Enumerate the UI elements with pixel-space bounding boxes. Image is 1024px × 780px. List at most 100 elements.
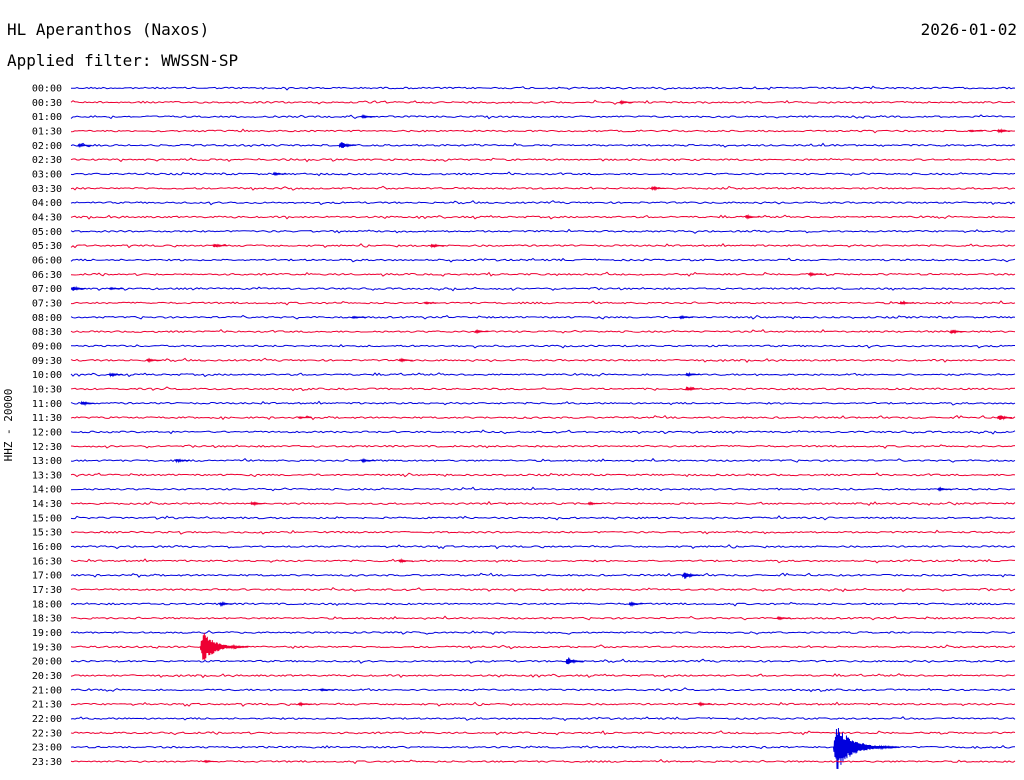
seismic-event	[199, 633, 249, 660]
time-tick-label: 00:30	[32, 98, 62, 109]
time-tick-label: 05:00	[32, 227, 62, 238]
time-tick-label: 20:30	[32, 671, 62, 682]
seismic-event	[351, 315, 366, 320]
station-title: HL Aperanthos (Naxos)	[7, 20, 210, 39]
trace-line	[70, 185, 1016, 191]
seismic-event	[423, 300, 438, 305]
time-tick-label: 15:30	[32, 528, 62, 539]
time-tick-label: 22:00	[32, 714, 62, 725]
seismic-event	[212, 243, 228, 248]
time-tick-label: 12:30	[32, 442, 62, 453]
time-tick-label: 18:30	[32, 614, 62, 625]
trace-line	[70, 114, 1016, 120]
seismic-event	[949, 329, 965, 335]
seismic-event	[628, 601, 643, 607]
seismic-event	[899, 300, 914, 306]
time-tick-label: 04:30	[32, 212, 62, 223]
trace-line	[70, 500, 1016, 507]
time-tick-label: 06:30	[32, 270, 62, 281]
trace-line	[70, 171, 1016, 177]
time-tick-label: 12:00	[32, 427, 62, 438]
time-tick-label: 21:00	[32, 685, 62, 696]
trace-line	[70, 214, 1016, 220]
time-tick-label: 09:00	[32, 341, 62, 352]
time-tick-label: 10:00	[32, 370, 62, 381]
time-tick-label: 14:30	[32, 499, 62, 510]
time-tick-label: 21:30	[32, 700, 62, 711]
trace-line	[70, 687, 1016, 693]
trace-line	[70, 630, 1016, 635]
trace-line	[70, 716, 1016, 722]
time-tick-label: 07:30	[32, 298, 62, 309]
time-tick-label: 06:00	[32, 255, 62, 266]
trace-line	[70, 386, 1016, 392]
time-tick-label: 23:00	[32, 743, 62, 754]
seismic-event	[146, 357, 161, 364]
seismic-event	[832, 728, 900, 770]
seismic-event	[681, 572, 700, 579]
trace-line	[70, 328, 1016, 334]
time-tick-label: 23:30	[32, 757, 62, 768]
trace-line	[70, 357, 1016, 364]
trace-line	[70, 601, 1016, 607]
seismic-event	[996, 128, 1012, 134]
trace-line	[70, 429, 1016, 435]
seismic-event	[70, 285, 86, 291]
time-tick-label: 02:30	[32, 155, 62, 166]
trace-line	[70, 673, 1016, 679]
trace-line	[70, 271, 1016, 277]
trace-line	[70, 730, 1016, 736]
seismic-event	[398, 357, 413, 363]
seismic-event	[297, 416, 312, 420]
time-tick-label: 11:00	[32, 399, 62, 410]
time-tick-label: 01:00	[32, 112, 62, 123]
trace-line	[70, 486, 1016, 492]
time-tick-label: 09:30	[32, 356, 62, 367]
trace-line	[70, 444, 1016, 449]
seismic-event	[996, 415, 1013, 421]
trace-line	[70, 128, 1016, 134]
seismic-event	[297, 701, 312, 707]
seismic-event	[360, 457, 375, 464]
time-tick-label: 19:00	[32, 628, 62, 639]
seismic-event	[319, 687, 335, 692]
seismic-event	[808, 271, 823, 278]
seismic-event	[360, 113, 375, 119]
trace-line	[70, 314, 1016, 320]
trace-line	[70, 200, 1016, 206]
trace-line	[70, 400, 1016, 406]
time-tick-label: 11:30	[32, 413, 62, 424]
seismic-event	[618, 99, 634, 106]
trace-line	[70, 701, 1016, 707]
seismic-event	[678, 314, 694, 320]
time-tick-label: 03:30	[32, 184, 62, 195]
time-tick-label: 08:00	[32, 313, 62, 324]
trace-line	[70, 572, 1016, 578]
seismic-event	[203, 759, 218, 764]
time-tick-label: 15:00	[32, 513, 62, 524]
trace-line	[70, 372, 1016, 378]
seismic-event	[174, 458, 190, 464]
time-tick-label: 02:00	[32, 141, 62, 152]
trace-line	[70, 228, 1016, 234]
seismic-event	[108, 372, 124, 378]
seismic-event	[685, 371, 700, 378]
seismic-event	[776, 615, 791, 621]
time-tick-label: 16:00	[32, 542, 62, 553]
trace-line	[70, 157, 1016, 163]
time-tick-label: 13:30	[32, 470, 62, 481]
seismic-event	[80, 400, 95, 407]
seismic-event	[338, 141, 357, 149]
time-tick-label: 22:30	[32, 728, 62, 739]
seismic-event	[744, 213, 760, 220]
time-tick-label: 19:30	[32, 642, 62, 653]
filter-label: Applied filter: WWSSN-SP	[7, 51, 239, 70]
seismic-event	[218, 601, 234, 608]
time-tick-label: 13:00	[32, 456, 62, 467]
time-tick-label: 14:00	[32, 485, 62, 496]
date-label: 2026-01-02	[920, 20, 1017, 39]
seismic-event	[429, 243, 445, 249]
trace-line	[70, 586, 1016, 593]
time-tick-label: 01:30	[32, 126, 62, 137]
